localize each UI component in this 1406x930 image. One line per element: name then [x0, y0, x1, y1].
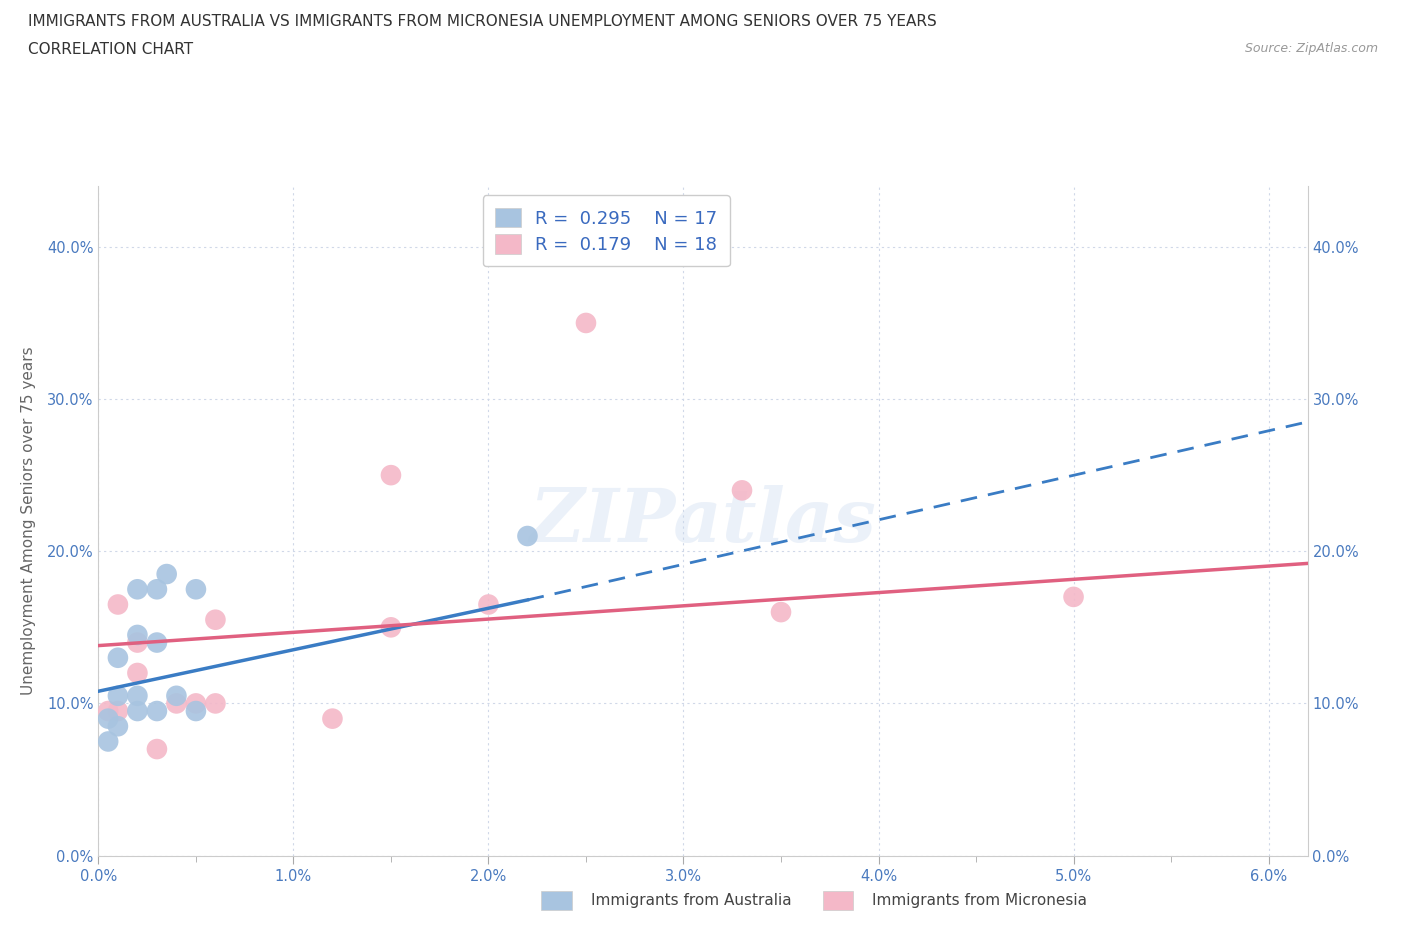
Point	[184, 582, 207, 597]
Point	[184, 704, 207, 719]
Point	[97, 704, 120, 719]
Point	[516, 528, 538, 543]
Text: CORRELATION CHART: CORRELATION CHART	[28, 42, 193, 57]
Text: IMMIGRANTS FROM AUSTRALIA VS IMMIGRANTS FROM MICRONESIA UNEMPLOYMENT AMONG SENIO: IMMIGRANTS FROM AUSTRALIA VS IMMIGRANTS …	[28, 14, 936, 29]
Point	[165, 688, 187, 703]
Point	[127, 582, 149, 597]
Text: Immigrants from Micronesia: Immigrants from Micronesia	[872, 893, 1087, 908]
Point	[380, 620, 402, 635]
Point	[204, 612, 226, 627]
Text: Immigrants from Australia: Immigrants from Australia	[591, 893, 792, 908]
Point	[184, 696, 207, 711]
Point	[575, 315, 598, 330]
Point	[146, 741, 169, 756]
Point	[146, 704, 169, 719]
Point	[1063, 590, 1085, 604]
Point	[107, 688, 129, 703]
Point	[477, 597, 499, 612]
Legend: R =  0.295    N = 17, R =  0.179    N = 18: R = 0.295 N = 17, R = 0.179 N = 18	[482, 195, 730, 266]
Point	[156, 566, 179, 581]
Text: ZIPatlas: ZIPatlas	[530, 485, 876, 557]
Point	[107, 597, 129, 612]
Point	[127, 628, 149, 643]
Point	[107, 704, 129, 719]
Point	[127, 704, 149, 719]
Point	[146, 635, 169, 650]
Point	[97, 734, 120, 749]
Point	[127, 666, 149, 681]
Point	[731, 483, 754, 498]
Point	[380, 468, 402, 483]
Y-axis label: Unemployment Among Seniors over 75 years: Unemployment Among Seniors over 75 years	[21, 347, 35, 695]
Point	[146, 582, 169, 597]
Point	[107, 650, 129, 665]
Point	[204, 696, 226, 711]
Text: Source: ZipAtlas.com: Source: ZipAtlas.com	[1244, 42, 1378, 55]
Point	[107, 719, 129, 734]
Point	[321, 711, 343, 726]
Point	[127, 635, 149, 650]
Point	[769, 604, 792, 619]
Point	[97, 711, 120, 726]
Point	[165, 696, 187, 711]
Point	[127, 688, 149, 703]
